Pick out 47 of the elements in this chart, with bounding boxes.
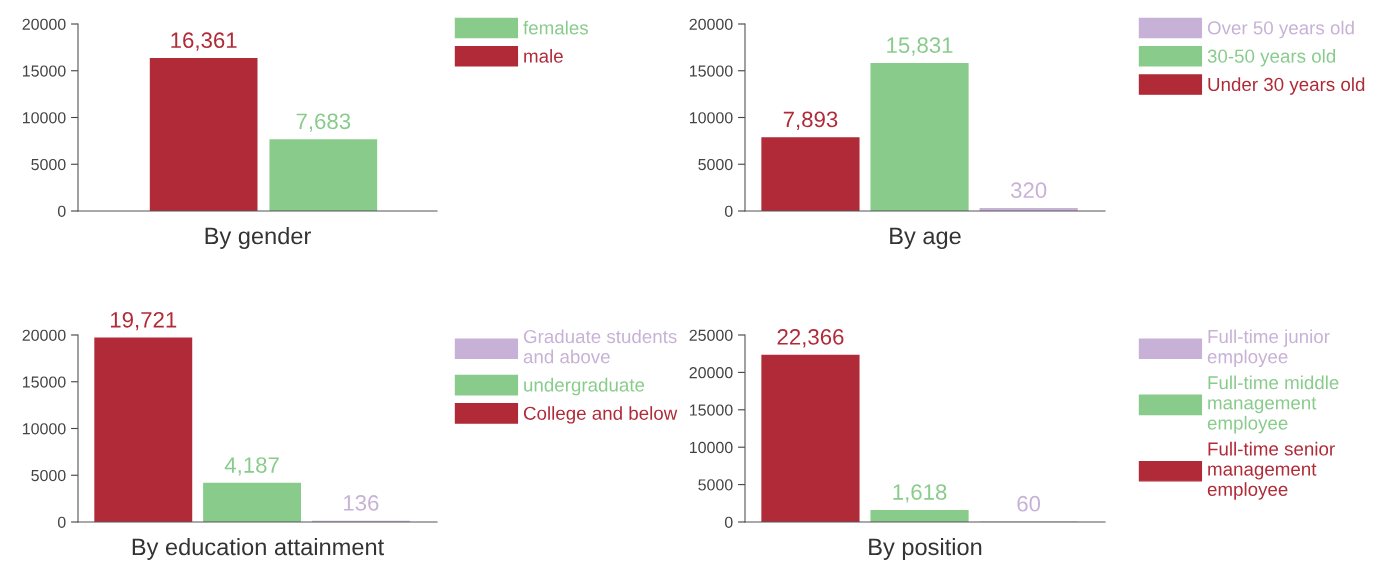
y-tick-label: 15000 [690, 65, 733, 77]
y-tick-label: 20000 [689, 367, 733, 379]
x-axis-title: By gender [205, 226, 311, 249]
data-label: 15,831 [887, 37, 953, 56]
y-tick-label: 10000 [23, 423, 66, 435]
y-tick-label: 10000 [690, 112, 733, 124]
x-axis-title: By age [890, 227, 961, 249]
y-tick-label: 20000 [22, 18, 66, 30]
legend-label: male [524, 49, 563, 63]
y-tick-label: 0 [57, 516, 66, 528]
text: Full-time junior employee [1207, 329, 1330, 368]
y-tick-label: 15000 [23, 65, 66, 77]
y-tick-label: 5000 [698, 158, 733, 171]
y-tick-label: 25000 [689, 329, 733, 341]
y-tick-label: 0 [724, 516, 733, 528]
data-label: 4,187 [224, 457, 279, 476]
data-label: 136 [344, 495, 379, 511]
legend-label: College and below [523, 406, 678, 424]
data-label: 1,618 [893, 484, 947, 503]
data-label: 7,683 [296, 113, 351, 132]
data-label: 7,893 [783, 111, 838, 130]
y-tick-label: 5000 [31, 158, 66, 171]
data-label: 320 [1010, 182, 1047, 199]
legend-label: females [523, 20, 588, 35]
data-label: 16,361 [171, 32, 237, 51]
data-label: 22,366 [777, 329, 844, 348]
y-tick-label: 15000 [23, 376, 66, 388]
legend-label: Over 50 years old [1207, 20, 1354, 39]
y-tick-label: 10000 [690, 441, 733, 454]
y-tick-label: 20000 [22, 329, 66, 341]
x-axis-title: By education attainment [132, 537, 384, 560]
y-tick-label: 0 [57, 205, 66, 217]
legend-label: Graduate students and above [523, 329, 677, 364]
y-tick-label: 10000 [23, 112, 66, 124]
legend-label: undergraduate [524, 377, 645, 396]
legend-label: Full-time middle management employee [1207, 375, 1339, 434]
y-tick-label: 15000 [690, 404, 733, 416]
y-tick-label: 5000 [698, 479, 733, 491]
y-tick-label: 0 [724, 205, 733, 217]
x-axis-title: By position [869, 537, 982, 560]
legend-label: Under 30 years old [1208, 77, 1365, 95]
y-tick-label: 20000 [689, 18, 733, 30]
legend-label: 30-50 years old [1207, 49, 1336, 67]
data-label: 19,721 [110, 311, 177, 331]
legend-label: Full-time senior management employee [1207, 441, 1335, 500]
y-tick-label: 5000 [31, 469, 66, 482]
data-label: 60 [1017, 495, 1041, 512]
